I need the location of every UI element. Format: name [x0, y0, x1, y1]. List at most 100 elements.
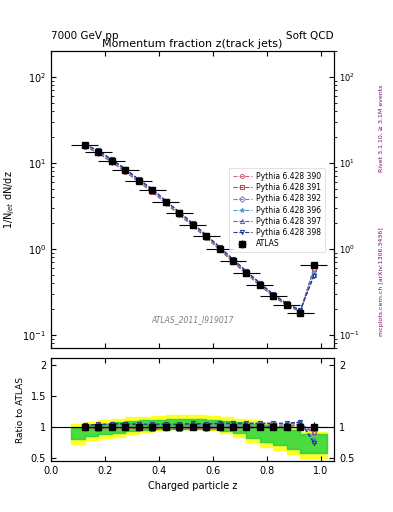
Pythia 6.428 397: [271, 291, 276, 297]
Pythia 6.428 398: [163, 198, 168, 204]
Pythia 6.428 396: [163, 198, 168, 204]
Pythia 6.428 398: [244, 268, 249, 274]
Pythia 6.428 391: [244, 271, 249, 277]
Pythia 6.428 391: [136, 178, 141, 184]
Text: ATLAS_2011_I919017: ATLAS_2011_I919017: [151, 315, 234, 325]
Line: Pythia 6.428 398: Pythia 6.428 398: [83, 142, 316, 312]
Pythia 6.428 392: [244, 270, 249, 276]
Pythia 6.428 391: [231, 259, 235, 265]
Text: 7000 GeV pp: 7000 GeV pp: [51, 31, 119, 41]
Pythia 6.428 398: [83, 141, 87, 147]
Pythia 6.428 390: [271, 293, 276, 300]
Pythia 6.428 390: [190, 223, 195, 229]
Pythia 6.428 396: [177, 209, 182, 216]
Pythia 6.428 392: [204, 233, 208, 240]
Pythia 6.428 396: [204, 232, 208, 239]
Pythia 6.428 390: [312, 266, 316, 272]
Pythia 6.428 390: [231, 259, 235, 265]
Pythia 6.428 392: [136, 178, 141, 184]
Pythia 6.428 398: [190, 220, 195, 226]
Pythia 6.428 397: [123, 166, 128, 172]
Pythia 6.428 390: [150, 189, 154, 195]
Pythia 6.428 392: [298, 308, 303, 314]
Pythia 6.428 397: [96, 147, 101, 154]
Pythia 6.428 396: [217, 244, 222, 250]
Pythia 6.428 397: [312, 272, 316, 278]
Pythia 6.428 398: [177, 209, 182, 215]
Pythia 6.428 396: [123, 166, 128, 173]
Pythia 6.428 391: [123, 168, 128, 175]
Pythia 6.428 396: [285, 301, 289, 307]
Pythia 6.428 396: [298, 307, 303, 313]
Pythia 6.428 390: [257, 283, 262, 289]
Pythia 6.428 392: [123, 168, 128, 174]
Pythia 6.428 391: [109, 159, 114, 165]
Line: Pythia 6.428 396: Pythia 6.428 396: [83, 143, 316, 313]
Pythia 6.428 397: [150, 186, 154, 193]
Text: mcplots.cern.ch [arXiv:1306.3436]: mcplots.cern.ch [arXiv:1306.3436]: [379, 227, 384, 336]
Pythia 6.428 397: [83, 142, 87, 148]
Pythia 6.428 392: [231, 258, 235, 264]
Pythia 6.428 397: [285, 301, 289, 307]
Pythia 6.428 391: [150, 188, 154, 195]
Pythia 6.428 398: [285, 301, 289, 307]
Pythia 6.428 390: [298, 309, 303, 315]
Pythia 6.428 391: [271, 293, 276, 300]
Y-axis label: Ratio to ATLAS: Ratio to ATLAS: [16, 377, 25, 442]
Pythia 6.428 390: [244, 271, 249, 277]
Pythia 6.428 391: [298, 309, 303, 315]
Legend: Pythia 6.428 390, Pythia 6.428 391, Pythia 6.428 392, Pythia 6.428 396, Pythia 6: Pythia 6.428 390, Pythia 6.428 391, Pyth…: [229, 168, 325, 252]
Pythia 6.428 392: [150, 188, 154, 194]
Pythia 6.428 391: [163, 200, 168, 206]
Pythia 6.428 392: [83, 143, 87, 149]
Pythia 6.428 397: [136, 177, 141, 183]
Pythia 6.428 391: [285, 302, 289, 308]
Pythia 6.428 390: [177, 211, 182, 218]
Pythia 6.428 391: [217, 246, 222, 252]
Pythia 6.428 397: [217, 244, 222, 250]
Pythia 6.428 396: [244, 269, 249, 275]
Pythia 6.428 398: [150, 186, 154, 192]
Pythia 6.428 398: [257, 280, 262, 286]
Pythia 6.428 397: [257, 280, 262, 286]
Pythia 6.428 397: [231, 257, 235, 263]
Pythia 6.428 398: [123, 165, 128, 172]
Pythia 6.428 390: [96, 150, 101, 156]
Pythia 6.428 390: [285, 303, 289, 309]
Pythia 6.428 391: [177, 211, 182, 218]
Y-axis label: 1/N$_{jet}$ dN/dz: 1/N$_{jet}$ dN/dz: [2, 170, 17, 229]
Pythia 6.428 398: [231, 256, 235, 262]
Pythia 6.428 392: [163, 200, 168, 206]
Pythia 6.428 398: [217, 244, 222, 250]
Pythia 6.428 391: [190, 223, 195, 229]
Pythia 6.428 398: [96, 147, 101, 154]
Pythia 6.428 398: [204, 232, 208, 238]
Pythia 6.428 392: [257, 282, 262, 288]
Pythia 6.428 391: [204, 234, 208, 240]
Pythia 6.428 392: [109, 159, 114, 165]
Pythia 6.428 396: [136, 177, 141, 183]
Line: Pythia 6.428 390: Pythia 6.428 390: [83, 144, 316, 314]
Pythia 6.428 397: [109, 157, 114, 163]
Line: Pythia 6.428 392: Pythia 6.428 392: [83, 144, 316, 313]
Pythia 6.428 396: [150, 186, 154, 193]
Pythia 6.428 390: [136, 179, 141, 185]
Pythia 6.428 396: [109, 157, 114, 163]
Text: Soft QCD: Soft QCD: [286, 31, 334, 41]
Pythia 6.428 391: [312, 266, 316, 272]
Pythia 6.428 390: [123, 169, 128, 175]
Pythia 6.428 396: [271, 292, 276, 298]
Pythia 6.428 391: [96, 150, 101, 156]
Pythia 6.428 398: [271, 291, 276, 297]
Line: Pythia 6.428 391: Pythia 6.428 391: [83, 144, 316, 314]
Pythia 6.428 392: [271, 293, 276, 299]
Pythia 6.428 392: [96, 150, 101, 156]
Pythia 6.428 392: [190, 222, 195, 228]
Pythia 6.428 398: [312, 273, 316, 280]
Pythia 6.428 390: [217, 247, 222, 253]
Pythia 6.428 398: [298, 307, 303, 313]
Pythia 6.428 390: [163, 200, 168, 206]
Pythia 6.428 397: [204, 232, 208, 239]
Pythia 6.428 396: [257, 281, 262, 287]
Pythia 6.428 392: [217, 245, 222, 251]
